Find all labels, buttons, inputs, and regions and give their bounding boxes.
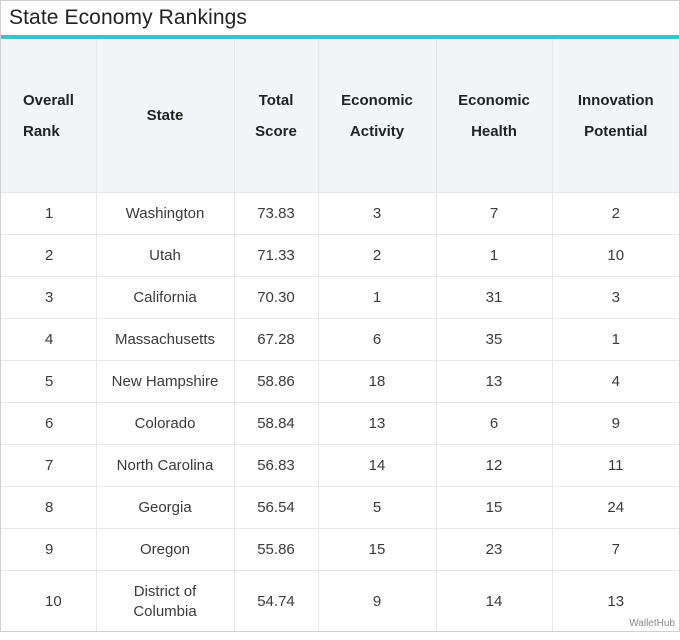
table-body: 1 Washington 73.83 3 7 2 2 Utah 71.33 2 …: [1, 192, 679, 631]
cell-economic-health: 13: [436, 360, 553, 403]
cell-state: Washington: [96, 192, 235, 235]
header-line: Total: [258, 91, 294, 109]
cell-rank: 7: [1, 444, 97, 487]
table-row: 10 District of Columbia 54.74 9 14 13: [1, 570, 679, 631]
table-row: 2 Utah 71.33 2 1 10: [1, 234, 679, 277]
cell-innovation-potential: 11: [552, 444, 679, 487]
table-row: 3 California 70.30 1 31 3: [1, 276, 679, 319]
cell-innovation-potential: 13: [607, 593, 625, 610]
table-row: 7 North Carolina 56.83 14 12 11: [1, 444, 679, 487]
cell-state: Oregon: [96, 528, 235, 571]
table-header: Overall Rank State Total Score Economic …: [1, 39, 679, 193]
header-line: Score: [255, 122, 297, 140]
header-line: Economic: [341, 91, 413, 109]
cell-state: New Hampshire: [96, 360, 235, 403]
header-overall-rank: Overall Rank: [1, 39, 97, 193]
cell-state: District of Columbia: [96, 570, 235, 631]
cell-state: Utah: [96, 234, 235, 277]
wallethub-watermark: WalletHub: [629, 618, 675, 629]
cell-economic-activity: 9: [318, 570, 437, 631]
cell-economic-health: 7: [436, 192, 553, 235]
header-economic-activity: Economic Activity: [318, 39, 437, 193]
cell-rank: 5: [1, 360, 97, 403]
state-line: Columbia: [133, 603, 197, 620]
header-line: Health: [471, 122, 517, 140]
cell-innovation-potential: 24: [552, 486, 679, 529]
table-row: 9 Oregon 55.86 15 23 7: [1, 528, 679, 571]
cell-innovation-potential: 2: [552, 192, 679, 235]
cell-innovation-potential: 10: [552, 234, 679, 277]
rankings-table: Overall Rank State Total Score Economic …: [1, 39, 679, 631]
cell-economic-health: 1: [436, 234, 553, 277]
cell-rank: 10: [1, 570, 97, 631]
cell-economic-health: 12: [436, 444, 553, 487]
cell-total-score: 73.83: [234, 192, 319, 235]
table-row: 5 New Hampshire 58.86 18 13 4: [1, 360, 679, 403]
cell-economic-activity: 3: [318, 192, 437, 235]
cell-total-score: 54.74: [234, 570, 319, 631]
cell-innovation-potential: 7: [552, 528, 679, 571]
cell-economic-health: 6: [436, 402, 553, 445]
cell-economic-activity: 15: [318, 528, 437, 571]
state-line: District of: [133, 583, 197, 600]
cell-total-score: 56.83: [234, 444, 319, 487]
cell-state: North Carolina: [96, 444, 235, 487]
cell-rank: 8: [1, 486, 97, 529]
table-row: 8 Georgia 56.54 5 15 24: [1, 486, 679, 529]
cell-total-score: 58.84: [234, 402, 319, 445]
cell-innovation-potential: 9: [552, 402, 679, 445]
cell-state: Colorado: [96, 402, 235, 445]
page-title: State Economy Rankings: [9, 6, 247, 29]
cell-total-score: 71.33: [234, 234, 319, 277]
header-economic-health: Economic Health: [436, 39, 553, 193]
header-total-score: Total Score: [234, 39, 319, 193]
cell-economic-activity: 18: [318, 360, 437, 403]
table-row: 4 Massachusetts 67.28 6 35 1: [1, 318, 679, 361]
table-row: 6 Colorado 58.84 13 6 9: [1, 402, 679, 445]
cell-state: California: [96, 276, 235, 319]
cell-economic-activity: 6: [318, 318, 437, 361]
cell-total-score: 70.30: [234, 276, 319, 319]
title-bar: State Economy Rankings: [1, 1, 679, 39]
header-line: Overall: [23, 91, 74, 109]
header-state: State: [96, 39, 235, 193]
cell-rank: 2: [1, 234, 97, 277]
cell-rank: 9: [1, 528, 97, 571]
cell-innovation-potential: 4: [552, 360, 679, 403]
cell-rank: 3: [1, 276, 97, 319]
cell-innovation-potential: 3: [552, 276, 679, 319]
header-line: Rank: [23, 122, 60, 140]
header-line: Potential: [584, 122, 648, 140]
cell-total-score: 55.86: [234, 528, 319, 571]
cell-rank: 6: [1, 402, 97, 445]
cell-total-score: 67.28: [234, 318, 319, 361]
cell-economic-health: 15: [436, 486, 553, 529]
cell-total-score: 58.86: [234, 360, 319, 403]
cell-economic-activity: 1: [318, 276, 437, 319]
cell-rank: 4: [1, 318, 97, 361]
cell-rank: 1: [1, 192, 97, 235]
header-line: State: [146, 107, 184, 124]
cell-economic-activity: 14: [318, 444, 437, 487]
cell-economic-activity: 2: [318, 234, 437, 277]
table-row: 1 Washington 73.83 3 7 2: [1, 192, 679, 235]
header-innovation-potential: Innovation Potential: [552, 39, 679, 193]
header-row: Overall Rank State Total Score Economic …: [1, 39, 679, 193]
cell-total-score: 56.54: [234, 486, 319, 529]
cell-economic-health: 14: [436, 570, 553, 631]
cell-economic-health: 35: [436, 318, 553, 361]
cell-economic-health: 23: [436, 528, 553, 571]
header-line: Activity: [349, 122, 405, 140]
header-line: Innovation: [577, 91, 654, 109]
cell-economic-health: 31: [436, 276, 553, 319]
cell-state: Georgia: [96, 486, 235, 529]
cell-economic-activity: 5: [318, 486, 437, 529]
header-line: Economic: [458, 91, 530, 109]
cell-economic-activity: 13: [318, 402, 437, 445]
cell-state: Massachusetts: [96, 318, 235, 361]
cell-innovation-potential: 1: [552, 318, 679, 361]
